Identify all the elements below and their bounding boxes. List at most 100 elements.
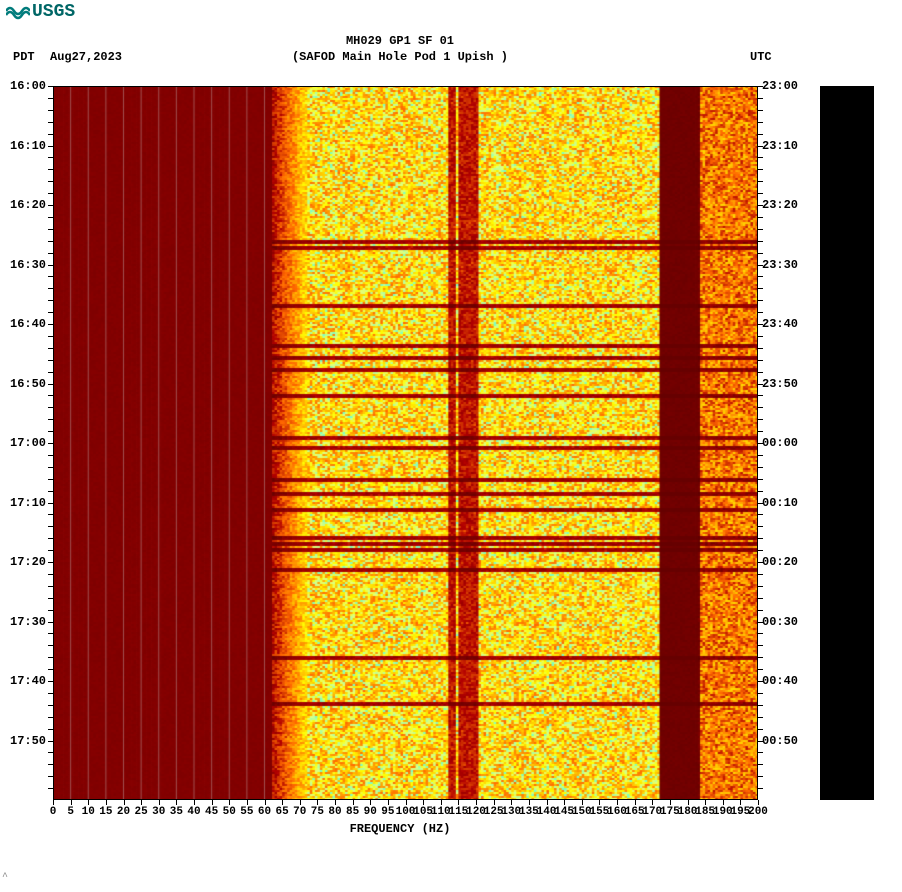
y-tick-mark <box>758 122 763 123</box>
y-tick-mark <box>48 217 53 218</box>
x-tick-mark <box>176 800 177 805</box>
y-tick-mark <box>48 764 53 765</box>
x-tick-label: 80 <box>328 806 341 818</box>
y-tick-label: 16:40 <box>10 317 46 331</box>
y-tick-mark <box>758 514 763 515</box>
x-tick-mark <box>547 800 548 805</box>
y-tick-mark <box>758 372 763 373</box>
x-tick-label: 20 <box>117 806 130 818</box>
y-tick-mark <box>48 681 53 682</box>
x-tick-mark <box>564 800 565 805</box>
y-tick-mark <box>48 598 53 599</box>
y-tick-label: 17:10 <box>10 496 46 510</box>
y-tick-mark <box>758 181 763 182</box>
x-tick-mark <box>247 800 248 805</box>
y-tick-label: 23:50 <box>762 377 798 391</box>
y-tick-mark <box>758 574 763 575</box>
y-tick-label: 16:00 <box>10 79 46 93</box>
y-tick-mark <box>48 503 53 504</box>
y-tick-mark <box>758 752 763 753</box>
y-tick-label: 17:40 <box>10 674 46 688</box>
x-tick-mark <box>635 800 636 805</box>
x-tick-mark <box>317 800 318 805</box>
y-tick-mark <box>48 645 53 646</box>
y-tick-mark <box>758 526 763 527</box>
x-tick-mark <box>582 800 583 805</box>
y-tick-mark <box>758 729 763 730</box>
x-tick-label: 30 <box>152 806 165 818</box>
y-tick-mark <box>758 705 763 706</box>
y-tick-mark <box>48 431 53 432</box>
y-tick-mark <box>758 336 763 337</box>
x-tick-label: 85 <box>346 806 359 818</box>
y-tick-mark <box>48 348 53 349</box>
y-tick-mark <box>48 241 53 242</box>
y-tick-mark <box>758 538 763 539</box>
footer-mark: ^ <box>2 872 8 883</box>
usgs-wave-icon <box>6 3 30 21</box>
y-tick-mark <box>48 752 53 753</box>
y-tick-mark <box>48 181 53 182</box>
y-tick-mark <box>758 134 763 135</box>
y-tick-mark <box>758 253 763 254</box>
x-tick-label: 10 <box>82 806 95 818</box>
y-tick-mark <box>758 455 763 456</box>
x-tick-mark <box>353 800 354 805</box>
y-tick-mark <box>758 169 763 170</box>
y-tick-mark <box>48 479 53 480</box>
spectrogram-plot <box>53 86 758 800</box>
y-tick-mark <box>758 633 763 634</box>
y-tick-mark <box>48 467 53 468</box>
x-tick-mark <box>335 800 336 805</box>
y-tick-mark <box>48 384 53 385</box>
x-tick-mark <box>529 800 530 805</box>
y-tick-mark <box>48 550 53 551</box>
y-tick-mark <box>758 217 763 218</box>
y-tick-mark <box>48 419 53 420</box>
y-tick-mark <box>48 229 53 230</box>
y-tick-mark <box>758 717 763 718</box>
x-tick-mark <box>688 800 689 805</box>
y-tick-mark <box>48 622 53 623</box>
x-tick-mark <box>652 800 653 805</box>
y-tick-label: 23:00 <box>762 79 798 93</box>
x-tick-mark <box>71 800 72 805</box>
y-tick-mark <box>48 300 53 301</box>
y-tick-label: 16:50 <box>10 377 46 391</box>
y-tick-mark <box>48 276 53 277</box>
y-tick-mark <box>758 276 763 277</box>
y-tick-label: 00:00 <box>762 436 798 450</box>
x-tick-mark <box>370 800 371 805</box>
y-tick-mark <box>758 360 763 361</box>
timezone-right: UTC <box>750 50 772 64</box>
y-tick-mark <box>48 693 53 694</box>
y-tick-mark <box>48 288 53 289</box>
y-tick-mark <box>48 776 53 777</box>
y-tick-mark <box>48 205 53 206</box>
y-tick-mark <box>48 586 53 587</box>
y-tick-mark <box>758 776 763 777</box>
y-tick-mark <box>758 657 763 658</box>
y-tick-mark <box>48 169 53 170</box>
x-tick-mark <box>723 800 724 805</box>
x-tick-label: 200 <box>748 806 768 818</box>
y-tick-label: 23:40 <box>762 317 798 331</box>
x-tick-label: 25 <box>135 806 148 818</box>
y-tick-label: 23:30 <box>762 258 798 272</box>
y-tick-mark <box>758 645 763 646</box>
y-tick-label: 16:30 <box>10 258 46 272</box>
y-tick-label: 17:50 <box>10 734 46 748</box>
x-tick-mark <box>265 800 266 805</box>
y-tick-mark <box>48 157 53 158</box>
x-tick-mark <box>282 800 283 805</box>
y-tick-mark <box>48 407 53 408</box>
y-tick-mark <box>48 574 53 575</box>
spectrogram-canvas <box>53 86 758 800</box>
y-tick-label: 00:20 <box>762 555 798 569</box>
y-tick-mark <box>758 98 763 99</box>
y-tick-mark <box>758 157 763 158</box>
x-tick-mark <box>406 800 407 805</box>
y-tick-mark <box>758 491 763 492</box>
y-tick-mark <box>758 431 763 432</box>
x-tick-mark <box>617 800 618 805</box>
